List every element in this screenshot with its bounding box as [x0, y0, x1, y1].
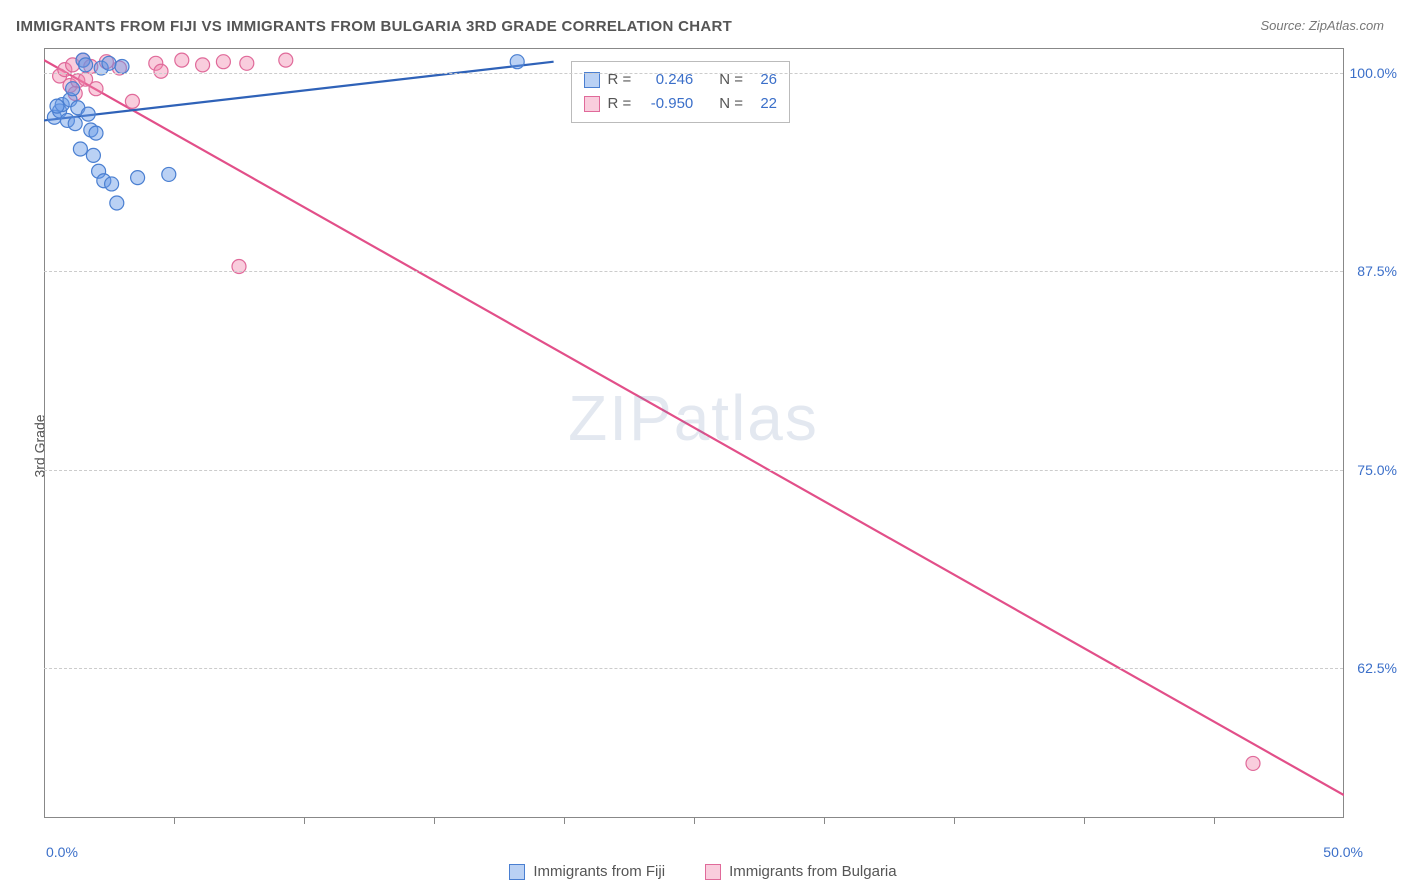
x-tick-mark [1084, 818, 1085, 824]
x-tick-mark [564, 818, 565, 824]
legend-item-bulgaria: Immigrants from Bulgaria [705, 863, 897, 880]
x-tick-mark [304, 818, 305, 824]
legend-label-fiji: Immigrants from Fiji [533, 863, 665, 880]
x-tick-mark [1214, 818, 1215, 824]
watermark-zip: ZIP [568, 382, 674, 454]
y-tick-label: 87.5% [1357, 263, 1397, 279]
x-tick-mark [434, 818, 435, 824]
watermark: ZIPatlas [568, 381, 819, 455]
stats-swatch [584, 72, 600, 88]
x-tick-mark [694, 818, 695, 824]
x-tick-mark [954, 818, 955, 824]
plot-area: ZIPatlas R =0.246N =26R =-0.950N =22 62.… [44, 48, 1344, 818]
y-axis-line [44, 49, 45, 818]
x-tick-label: 50.0% [1323, 844, 1363, 860]
legend: Immigrants from Fiji Immigrants from Bul… [0, 863, 1406, 880]
x-tick-label: 0.0% [46, 844, 78, 860]
legend-label-bulgaria: Immigrants from Bulgaria [729, 863, 897, 880]
legend-item-fiji: Immigrants from Fiji [509, 863, 665, 880]
stats-row: R =0.246N =26 [584, 68, 778, 92]
stats-swatch [584, 96, 600, 112]
stats-row: R =-0.950N =22 [584, 92, 778, 116]
gridline-h [44, 271, 1343, 272]
watermark-atlas: atlas [674, 382, 819, 454]
gridline-h [44, 470, 1343, 471]
legend-swatch-fiji [509, 864, 525, 880]
gridline-h [44, 73, 1343, 74]
y-tick-label: 100.0% [1350, 65, 1397, 81]
legend-swatch-bulgaria [705, 864, 721, 880]
gridline-h [44, 668, 1343, 669]
y-tick-label: 75.0% [1357, 462, 1397, 478]
chart-title: IMMIGRANTS FROM FIJI VS IMMIGRANTS FROM … [16, 18, 732, 35]
stats-legend-box: R =0.246N =26R =-0.950N =22 [571, 61, 791, 123]
y-tick-label: 62.5% [1357, 660, 1397, 676]
x-tick-mark [174, 818, 175, 824]
source-label: Source: ZipAtlas.com [1260, 18, 1384, 33]
x-tick-mark [824, 818, 825, 824]
chart-svg [44, 49, 1344, 819]
